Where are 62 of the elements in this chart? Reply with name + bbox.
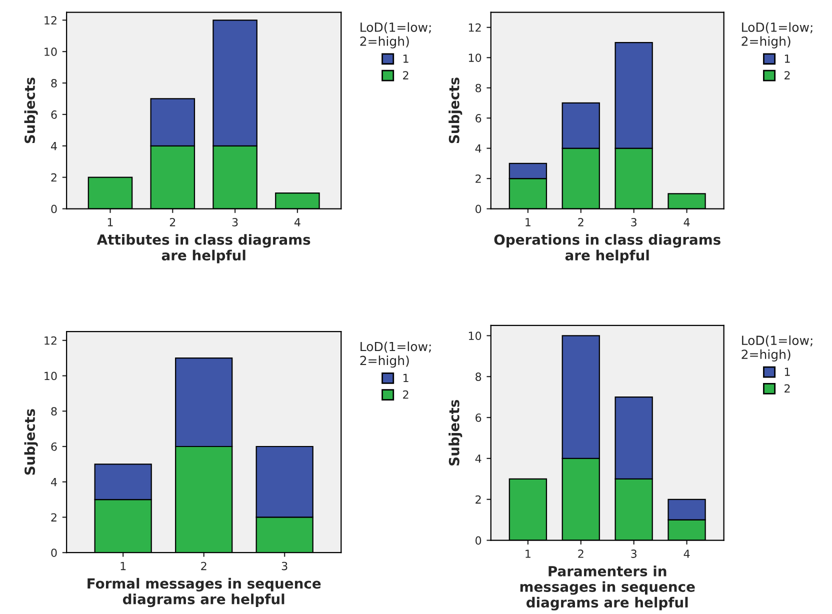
x-tick-label: 2 [578,218,584,226]
y-tick-label: 6 [51,110,57,119]
y-tick-label: 12 [468,23,481,32]
legend-label: 2 [784,71,790,80]
x-tick-label: 3 [631,218,636,226]
legend-title: LoD(1=low; 2=high) [360,22,431,48]
y-tick-label: 4 [51,478,57,486]
legend-title: LoD(1=low; 2=high) [360,342,431,368]
y-tick-label: 2 [51,173,56,182]
y-tick-label: 10 [44,372,57,380]
legend-label: 2 [403,390,408,399]
legend-title: LoD(1=low; 2=high) [742,22,812,48]
y-tick-label: 8 [476,372,482,381]
y-tick-label: 6 [476,114,482,122]
y-axis-title: Subjects [448,78,462,144]
legend-label: 1 [403,374,408,382]
y-tick-label: 2 [476,495,481,504]
y-axis-title: Subjects [448,400,462,466]
legend-title: LoD(1=low; 2=high) [742,335,812,362]
x-tick-label: 4 [684,550,690,558]
y-tick-label: 2 [51,513,56,522]
x-tick-label: 3 [232,218,238,226]
x-tick-label: 3 [282,562,288,570]
y-tick-label: 12 [44,16,56,24]
x-axis-title: Attibutes in class diagrams are helpful [96,234,310,264]
x-axis-title: Operations in class diagrams are helpful [494,234,720,264]
y-tick-label: 0 [51,548,57,557]
x-tick-label: 4 [684,218,690,226]
y-axis-title: Subjects [24,78,38,144]
y-tick-label: 2 [476,174,481,183]
x-axis-title: Formal messages in sequence diagrams are helpful [88,578,321,608]
y-tick-label: 6 [476,413,482,422]
y-tick-label: 0 [51,204,57,214]
y-tick-label: 10 [468,54,482,62]
x-tick-label: 1 [108,218,113,226]
y-tick-label: 4 [475,454,482,463]
y-tick-label: 0 [476,204,482,214]
legend-label: 1 [784,54,790,63]
y-tick-label: 12 [44,336,56,345]
y-tick-label: 4 [51,142,57,150]
y-tick-label: 8 [476,84,482,92]
y-tick-label: 8 [51,78,57,88]
y-tick-label: 10 [44,48,57,56]
legend-label: 1 [784,368,790,376]
y-tick-label: 6 [51,442,57,451]
x-tick-label: 2 [578,550,584,558]
x-tick-label: 3 [631,550,636,558]
y-axis-title: Subjects [24,409,38,475]
x-tick-label: 2 [170,218,176,226]
y-tick-label: 4 [475,144,482,153]
x-axis-title: Paramenters in messages in sequence diagrams are helpful [520,566,695,610]
x-tick-label: 1 [120,562,126,570]
y-tick-label: 0 [476,536,482,545]
y-tick-label: 8 [51,407,57,416]
y-tick-label: 10 [468,332,482,340]
legend-label: 1 [403,54,408,63]
legend-label: 2 [403,71,408,80]
x-tick-label: 2 [201,562,206,570]
legend-label: 2 [784,384,790,392]
x-tick-label: 4 [294,218,300,226]
x-tick-label: 1 [526,550,530,558]
x-tick-label: 1 [526,218,530,226]
